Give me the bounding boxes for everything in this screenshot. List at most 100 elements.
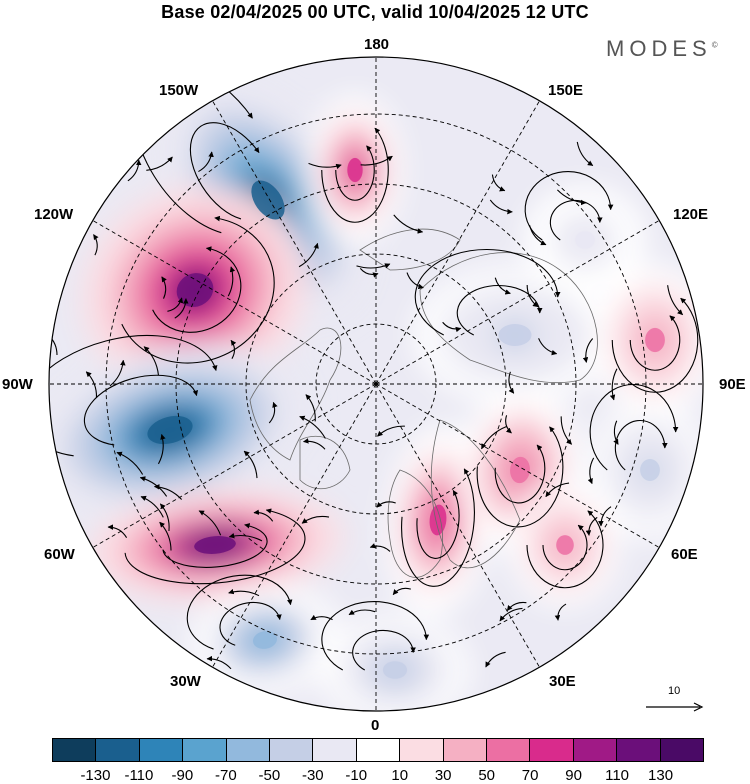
- streamline: [416, 489, 460, 559]
- map-disc: [49, 57, 703, 711]
- reference-vector-label: 10: [668, 685, 681, 697]
- streamline: [476, 426, 564, 528]
- flow-arrow: [127, 159, 142, 182]
- lon-label-120e: 120E: [673, 206, 709, 223]
- flow-arrow: [505, 415, 512, 434]
- flow-arrow: [609, 368, 618, 401]
- colorbar-tick-label: 70: [521, 767, 539, 784]
- flow-arrow: [508, 371, 515, 394]
- flow-arrow: [227, 266, 236, 297]
- lon-label-30e: 30E: [549, 673, 576, 690]
- flow-arrow: [560, 416, 572, 445]
- flow-arrow: [587, 457, 595, 485]
- colorbar-tick-label: -30: [301, 767, 324, 784]
- flow-arrow: [582, 338, 594, 363]
- flow-arrow: [228, 532, 263, 542]
- streamline: [219, 601, 282, 646]
- colorbar-swatch: [487, 739, 531, 761]
- anomaly-core-low: [382, 661, 408, 679]
- flow-arrow: [442, 321, 462, 333]
- map-title: Base 02/04/2025 00 UTC, valid 10/04/2025…: [161, 2, 589, 22]
- colorbar-swatch: [617, 739, 661, 761]
- flow-arrow: [167, 297, 184, 312]
- lon-label-60e: 60E: [671, 546, 698, 563]
- streamline: [321, 601, 430, 671]
- streamline: [524, 171, 614, 241]
- colorbar-swatch: [226, 739, 271, 761]
- flow-arrow: [667, 285, 683, 316]
- flow-arrow: [107, 524, 128, 538]
- streamline: [526, 510, 604, 589]
- streamline: [321, 127, 389, 223]
- colorbar-swatch: [139, 739, 184, 761]
- anomaly-core-high: [645, 327, 665, 353]
- colorbar-swatch: [660, 739, 704, 761]
- flow-arrow: [598, 506, 612, 527]
- flow-arrow: [491, 174, 506, 192]
- streamline: [189, 122, 260, 220]
- flow-arrow: [143, 346, 160, 376]
- colorbar-swatch: [96, 739, 140, 761]
- colorbar-tick-label: 130: [648, 767, 674, 784]
- streamline: [589, 383, 679, 471]
- map-boundary: [48, 56, 704, 712]
- flow-arrow: [140, 495, 164, 518]
- lon-label-180: 180: [364, 36, 390, 53]
- flow-arrow: [301, 515, 330, 524]
- flow-arrow: [298, 242, 319, 268]
- colorbar-tick-label: -110: [124, 767, 154, 784]
- colorbar-tick-label: 10: [391, 767, 409, 784]
- flow-arrow: [360, 155, 393, 166]
- flow-arrow: [85, 371, 98, 398]
- flow-arrow: [528, 225, 547, 246]
- colorbar-tick-label: -90: [171, 767, 194, 784]
- flow-arrow: [161, 276, 167, 299]
- colorbar-tick-label: -10: [345, 767, 368, 784]
- colorbar-swatch: [530, 739, 574, 761]
- flow-arrow: [174, 298, 189, 319]
- streamline: [152, 246, 242, 333]
- meridian-line: [210, 383, 377, 671]
- meridian-line: [89, 383, 377, 550]
- flow-arrow: [268, 401, 278, 424]
- flow-arrow: [406, 272, 424, 290]
- graticule: [49, 57, 703, 711]
- colorbar-tick-label: -70: [215, 767, 237, 784]
- flow-arrow: [159, 503, 170, 532]
- flow-arrow: [545, 482, 570, 498]
- flow-arrow: [557, 189, 587, 206]
- anomaly-core-high: [194, 536, 236, 554]
- streamline: [121, 215, 275, 364]
- flow-arrow: [538, 338, 558, 356]
- flow-arrow: [392, 587, 411, 596]
- streamline: [456, 284, 543, 336]
- flow-arrow: [299, 415, 326, 439]
- flow-arrow: [49, 332, 58, 355]
- flow-arrow: [228, 588, 260, 597]
- reference-vector: 10: [644, 685, 708, 715]
- colorbar-tick-label: 50: [478, 767, 495, 784]
- lon-label-150e: 150E: [548, 82, 584, 99]
- flow-arrow: [308, 162, 342, 170]
- flow-arrow: [243, 450, 258, 479]
- lon-label-90e: 90E: [719, 376, 746, 393]
- flow-arrow: [310, 614, 333, 621]
- flow-arrow: [93, 234, 99, 256]
- flow-arrow: [157, 433, 166, 465]
- colorbar-tick-label: -50: [258, 767, 281, 784]
- colorbar-swatch: [400, 739, 444, 761]
- land-outline: [249, 228, 598, 578]
- streamline: [335, 145, 375, 201]
- colorbar-swatch: [270, 739, 314, 761]
- colorbar: [52, 738, 704, 762]
- lon-label-30w: 30W: [170, 673, 201, 690]
- brand-logo: MODES©: [606, 36, 718, 61]
- flow-arrow: [109, 359, 126, 387]
- colorbar-tick-label: 30: [434, 767, 452, 784]
- meridian-line: [89, 218, 377, 385]
- colorbar-swatch: [183, 739, 227, 761]
- flow-arrow: [489, 199, 513, 215]
- lon-label-60w: 60W: [44, 546, 75, 563]
- flow-arrow: [613, 420, 619, 445]
- flow-arrow: [159, 521, 172, 551]
